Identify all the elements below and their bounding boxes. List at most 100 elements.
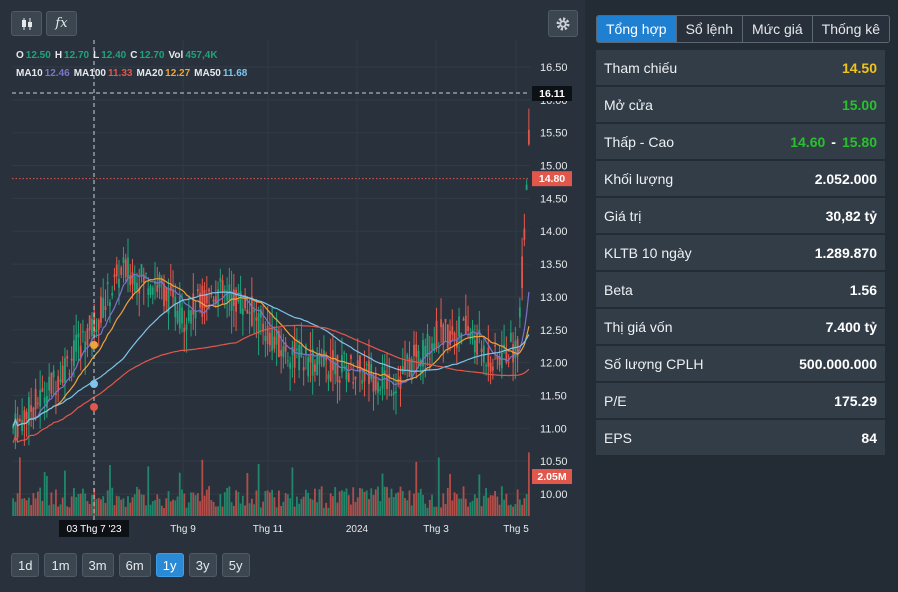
candle-body xyxy=(354,376,357,380)
candle-body xyxy=(307,357,310,377)
crosshair-date-label: 03 Thg 7 '23 xyxy=(66,524,122,535)
range-button-6m[interactable]: 6m xyxy=(118,553,151,577)
candle-body xyxy=(147,288,150,295)
volume-bar xyxy=(368,499,370,516)
range-button-5y[interactable]: 5y xyxy=(221,553,250,577)
volume-bar xyxy=(194,495,197,516)
volume-bar xyxy=(113,505,116,516)
volume-bar xyxy=(471,500,474,516)
ohlc-value: 12.50 xyxy=(25,50,51,61)
candle-body xyxy=(95,329,98,332)
candlestick-icon xyxy=(21,17,32,30)
candle-body xyxy=(122,257,125,264)
indicator-button[interactable]: fx xyxy=(46,11,77,36)
volume-bar xyxy=(277,490,280,516)
volume-bar xyxy=(142,494,145,516)
candle-body xyxy=(190,310,192,324)
volume-bar xyxy=(451,500,454,516)
volume-bar xyxy=(404,497,406,516)
volume-bar xyxy=(467,506,469,516)
range-button-1y[interactable]: 1y xyxy=(155,553,184,577)
volume-label: 2.05M xyxy=(537,471,566,483)
tab-1[interactable]: Tổng hợp xyxy=(597,16,676,42)
volume-bar xyxy=(464,498,467,516)
volume-bar xyxy=(115,495,118,516)
volume-bar xyxy=(424,503,427,516)
ma-key: MA10 xyxy=(16,68,43,79)
volume-bar xyxy=(268,492,271,516)
volume-bar xyxy=(354,501,357,516)
candle-body xyxy=(154,282,156,285)
candle-body xyxy=(77,333,80,338)
stat-row: Khối lượng 2.052.000 xyxy=(596,161,885,196)
ohlc-value: 457,4K xyxy=(185,50,218,61)
volume-bar xyxy=(298,503,301,516)
candle-body xyxy=(435,320,438,348)
range-button-3m[interactable]: 3m xyxy=(81,553,114,577)
ma100-marker xyxy=(90,403,98,411)
volume-bar xyxy=(190,492,192,516)
settings-button[interactable] xyxy=(548,10,578,37)
volume-bar xyxy=(480,506,483,516)
volume-bar xyxy=(246,472,249,516)
y-tick-label: 14.00 xyxy=(540,226,568,238)
candle-body xyxy=(275,328,278,345)
candle-body xyxy=(345,365,348,380)
candle-body xyxy=(18,418,21,422)
volume-bar xyxy=(525,494,528,516)
range-button-3y[interactable]: 3y xyxy=(188,553,217,577)
volume-bar xyxy=(59,504,62,516)
ohlc-key: C xyxy=(130,50,138,61)
volume-bar xyxy=(235,490,237,516)
candle-body xyxy=(167,288,170,314)
volume-bar xyxy=(61,497,64,516)
y-tick-label: 14.50 xyxy=(540,193,568,205)
candle-body xyxy=(133,275,136,292)
stat-row: Thấp - Cao 14.60-15.80 xyxy=(596,124,885,159)
volume-bar xyxy=(16,493,19,516)
stat-label: Mở cửa xyxy=(604,96,653,113)
volume-bar xyxy=(494,491,496,516)
candle-body xyxy=(507,361,510,363)
candle-body xyxy=(145,272,147,274)
candle-body xyxy=(41,388,44,392)
candle-body xyxy=(451,326,454,335)
tab-2[interactable]: Sổ lệnh xyxy=(675,16,743,42)
candle-body xyxy=(377,382,379,393)
volume-bar xyxy=(426,507,429,516)
tab-3[interactable]: Mức giá xyxy=(742,16,812,42)
candle-body xyxy=(388,373,391,379)
volume-bar xyxy=(280,505,283,516)
candle-body xyxy=(262,323,265,332)
candle-body xyxy=(246,309,249,314)
price-chart[interactable]: 16.5016.0015.5015.0014.5014.0013.5013.00… xyxy=(0,0,585,592)
volume-bar xyxy=(473,494,476,516)
volume-bar xyxy=(122,498,125,516)
volume-bar xyxy=(318,489,321,516)
volume-bar xyxy=(111,487,114,516)
candlestick-button[interactable] xyxy=(11,11,42,36)
volume-bar xyxy=(338,491,341,516)
volume-bar xyxy=(352,487,355,516)
stat-label: Thị giá vốn xyxy=(604,318,673,335)
volume-bar xyxy=(523,498,526,516)
candle-body xyxy=(338,379,341,383)
candle-body xyxy=(302,367,305,371)
candle-body xyxy=(30,405,33,412)
candle-body xyxy=(521,256,524,289)
range-button-1d[interactable]: 1d xyxy=(11,553,40,577)
candle-body xyxy=(68,373,71,375)
range-button-1m[interactable]: 1m xyxy=(44,553,77,577)
candle-body xyxy=(406,354,409,360)
volume-bar xyxy=(127,496,129,516)
volume-bar xyxy=(172,499,174,516)
volume-bar xyxy=(527,452,530,516)
candle-body xyxy=(440,319,442,328)
volume-bar xyxy=(296,496,298,516)
tab-4[interactable]: Thống kê xyxy=(811,16,890,42)
volume-bar xyxy=(491,495,494,516)
candle-body xyxy=(192,293,195,315)
volume-bar xyxy=(323,507,325,516)
volume-bar xyxy=(410,505,413,516)
candle-body xyxy=(52,370,55,378)
